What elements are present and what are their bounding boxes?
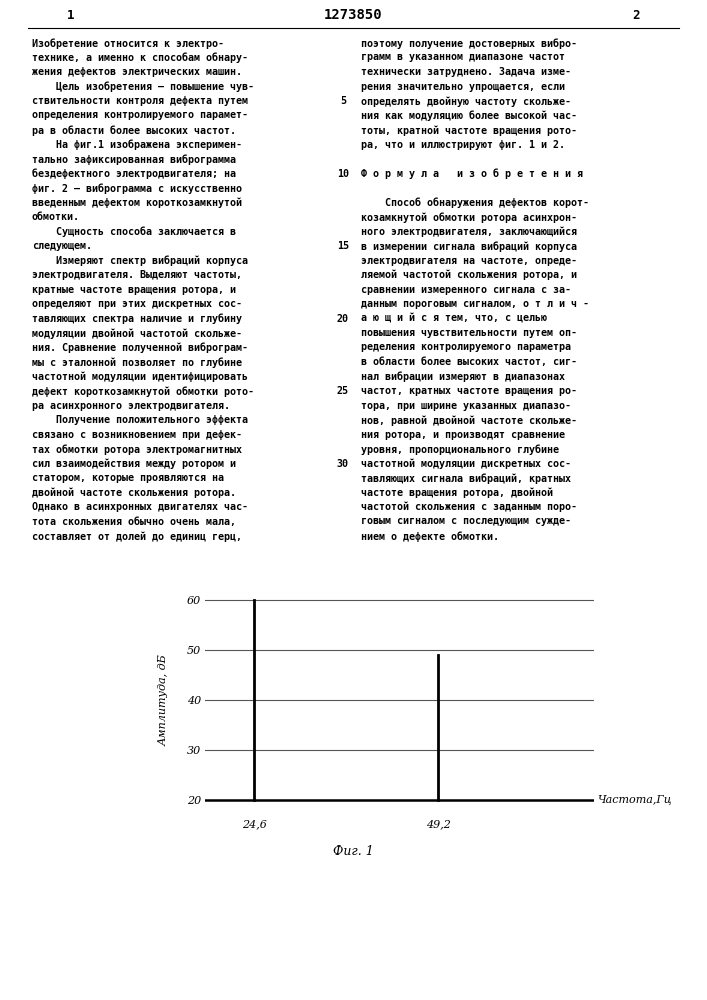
Text: в области более высоких частот, сиг-: в области более высоких частот, сиг-	[361, 357, 577, 367]
Text: 25: 25	[337, 386, 349, 396]
Text: частотой скольжения с заданным поро-: частотой скольжения с заданным поро-	[361, 502, 577, 513]
Text: введенным дефектом короткозамкнутой: введенным дефектом короткозамкнутой	[32, 198, 242, 208]
Text: двойной частоте скольжения ротора.: двойной частоте скольжения ротора.	[32, 488, 236, 498]
Text: жения дефектов электрических машин.: жения дефектов электрических машин.	[32, 67, 242, 77]
Text: ляемой частотой скольжения ротора, и: ляемой частотой скольжения ротора, и	[361, 270, 577, 280]
Text: ния ротора, и производят сравнение: ния ротора, и производят сравнение	[361, 430, 565, 440]
Text: сравнении измеренного сигнала с за-: сравнении измеренного сигнала с за-	[361, 285, 571, 295]
Text: 10: 10	[337, 169, 349, 179]
Text: ния как модуляцию более высокой час-: ния как модуляцию более высокой час-	[361, 110, 577, 121]
Text: тах обмотки ротора электромагнитных: тах обмотки ротора электромагнитных	[32, 444, 242, 455]
Text: тота скольжения обычно очень мала,: тота скольжения обычно очень мала,	[32, 517, 236, 526]
Text: говым сигналом с последующим сужде-: говым сигналом с последующим сужде-	[361, 517, 571, 526]
Text: нов, равной двойной частоте скольже-: нов, равной двойной частоте скольже-	[361, 415, 577, 426]
Text: Сущность способа заключается в: Сущность способа заключается в	[32, 227, 236, 237]
Text: частотной модуляции дискретных сос-: частотной модуляции дискретных сос-	[361, 459, 571, 469]
Text: На фиг.1 изображена эксперимен-: На фиг.1 изображена эксперимен-	[32, 140, 242, 150]
Text: составляет от долей до единиц герц,: составляет от долей до единиц герц,	[32, 531, 242, 542]
Text: модуляции двойной частотой скольже-: модуляции двойной частотой скольже-	[32, 328, 242, 339]
Text: Получение положительного эффекта: Получение положительного эффекта	[32, 415, 248, 425]
Text: технически затруднено. Задача изме-: технически затруднено. Задача изме-	[361, 67, 571, 77]
Text: рения значительно упрощается, если: рения значительно упрощается, если	[361, 82, 565, 92]
Text: Измеряют спектр вибраций корпуса: Измеряют спектр вибраций корпуса	[32, 256, 248, 266]
Text: бездефектного электродвигателя; на: бездефектного электродвигателя; на	[32, 169, 236, 179]
Text: поэтому получение достоверных вибро-: поэтому получение достоверных вибро-	[361, 38, 577, 49]
Text: определять двойную частоту скольже-: определять двойную частоту скольже-	[361, 96, 571, 107]
Text: связано с возникновением при дефек-: связано с возникновением при дефек-	[32, 430, 242, 440]
Text: 2: 2	[633, 9, 640, 22]
Text: сил взаимодействия между ротором и: сил взаимодействия между ротором и	[32, 459, 236, 469]
Text: ра, что и иллюстрируют фиг. 1 и 2.: ра, что и иллюстрируют фиг. 1 и 2.	[361, 140, 565, 150]
Text: ствительности контроля дефекта путем: ствительности контроля дефекта путем	[32, 96, 248, 106]
Text: данным пороговым сигналом, о т л и ч -: данным пороговым сигналом, о т л и ч -	[361, 299, 588, 309]
Text: Частота,Гц: Частота,Гц	[597, 795, 672, 805]
Text: частоте вращения ротора, двойной: частоте вращения ротора, двойной	[361, 488, 553, 498]
Text: определяют при этих дискретных сос-: определяют при этих дискретных сос-	[32, 299, 242, 309]
Text: кратные частоте вращения ротора, и: кратные частоте вращения ротора, и	[32, 285, 236, 295]
Text: 5: 5	[340, 96, 346, 106]
Text: Способ обнаружения дефектов корот-: Способ обнаружения дефектов корот-	[361, 198, 588, 208]
Text: следующем.: следующем.	[32, 241, 92, 251]
Text: тально зафиксированная виброграмма: тально зафиксированная виброграмма	[32, 154, 236, 165]
Text: 1: 1	[67, 9, 74, 22]
Text: ния. Сравнение полученной виброграм-: ния. Сравнение полученной виброграм-	[32, 342, 248, 353]
Text: 15: 15	[337, 241, 349, 251]
Text: в измерении сигнала вибраций корпуса: в измерении сигнала вибраций корпуса	[361, 241, 577, 252]
Text: тора, при ширине указанных диапазо-: тора, при ширине указанных диапазо-	[361, 401, 571, 411]
Text: электродвигателя. Выделяют частоты,: электродвигателя. Выделяют частоты,	[32, 270, 242, 280]
Text: 30: 30	[337, 459, 349, 469]
Text: грамм в указанном диапазоне частот: грамм в указанном диапазоне частот	[361, 52, 565, 62]
Text: дефект короткозамкнутой обмотки рото-: дефект короткозамкнутой обмотки рото-	[32, 386, 254, 397]
Text: а ю щ и й с я тем, что, с целью: а ю щ и й с я тем, что, с целью	[361, 314, 547, 324]
Text: Фиг. 1: Фиг. 1	[333, 845, 374, 858]
Text: Амплитуда, дБ: Амплитуда, дБ	[159, 654, 169, 746]
Text: тавляющих спектра наличие и глубину: тавляющих спектра наличие и глубину	[32, 314, 242, 324]
Text: ра в области более высоких частот.: ра в области более высоких частот.	[32, 125, 236, 136]
Text: ного электродвигателя, заключающийся: ного электродвигателя, заключающийся	[361, 227, 577, 237]
Text: тавляющих сигнала вибраций, кратных: тавляющих сигнала вибраций, кратных	[361, 473, 571, 484]
Text: статором, которые проявляются на: статором, которые проявляются на	[32, 473, 224, 483]
Text: ределения контролируемого параметра: ределения контролируемого параметра	[361, 342, 571, 353]
Text: Изобретение относится к электро-: Изобретение относится к электро-	[32, 38, 224, 49]
Text: уровня, пропорционального глубине: уровня, пропорционального глубине	[361, 444, 559, 455]
Text: 20: 20	[337, 314, 349, 324]
Text: нием о дефекте обмотки.: нием о дефекте обмотки.	[361, 531, 498, 542]
Text: нал вибрации измеряют в диапазонах: нал вибрации измеряют в диапазонах	[361, 371, 565, 382]
Text: ра асинхронного электродвигателя.: ра асинхронного электродвигателя.	[32, 401, 230, 411]
Text: частот, кратных частоте вращения ро-: частот, кратных частоте вращения ро-	[361, 386, 577, 396]
Text: электродвигателя на частоте, опреде-: электродвигателя на частоте, опреде-	[361, 256, 577, 266]
Text: Цель изобретения – повышение чув-: Цель изобретения – повышение чув-	[32, 82, 254, 92]
Text: Однако в асинхронных двигателях час-: Однако в асинхронных двигателях час-	[32, 502, 248, 512]
Text: козамкнутой обмотки ротора асинхрон-: козамкнутой обмотки ротора асинхрон-	[361, 212, 577, 223]
Text: фиг. 2 – виброграмма с искусственно: фиг. 2 – виброграмма с искусственно	[32, 183, 242, 194]
Text: частотной модуляции идентифицировать: частотной модуляции идентифицировать	[32, 371, 248, 382]
Text: определения контролируемого парамет-: определения контролируемого парамет-	[32, 110, 248, 120]
Text: технике, а именно к способам обнару-: технике, а именно к способам обнару-	[32, 52, 248, 63]
Text: тоты, кратной частоте вращения рото-: тоты, кратной частоте вращения рото-	[361, 125, 577, 135]
Text: мы с эталонной позволяет по глубине: мы с эталонной позволяет по глубине	[32, 357, 242, 368]
Text: 1273850: 1273850	[325, 8, 382, 22]
Text: Ф о р м у л а   и з о б р е т е н и я: Ф о р м у л а и з о б р е т е н и я	[361, 169, 583, 179]
Text: повышения чувствительности путем оп-: повышения чувствительности путем оп-	[361, 328, 577, 338]
Text: обмотки.: обмотки.	[32, 212, 80, 222]
